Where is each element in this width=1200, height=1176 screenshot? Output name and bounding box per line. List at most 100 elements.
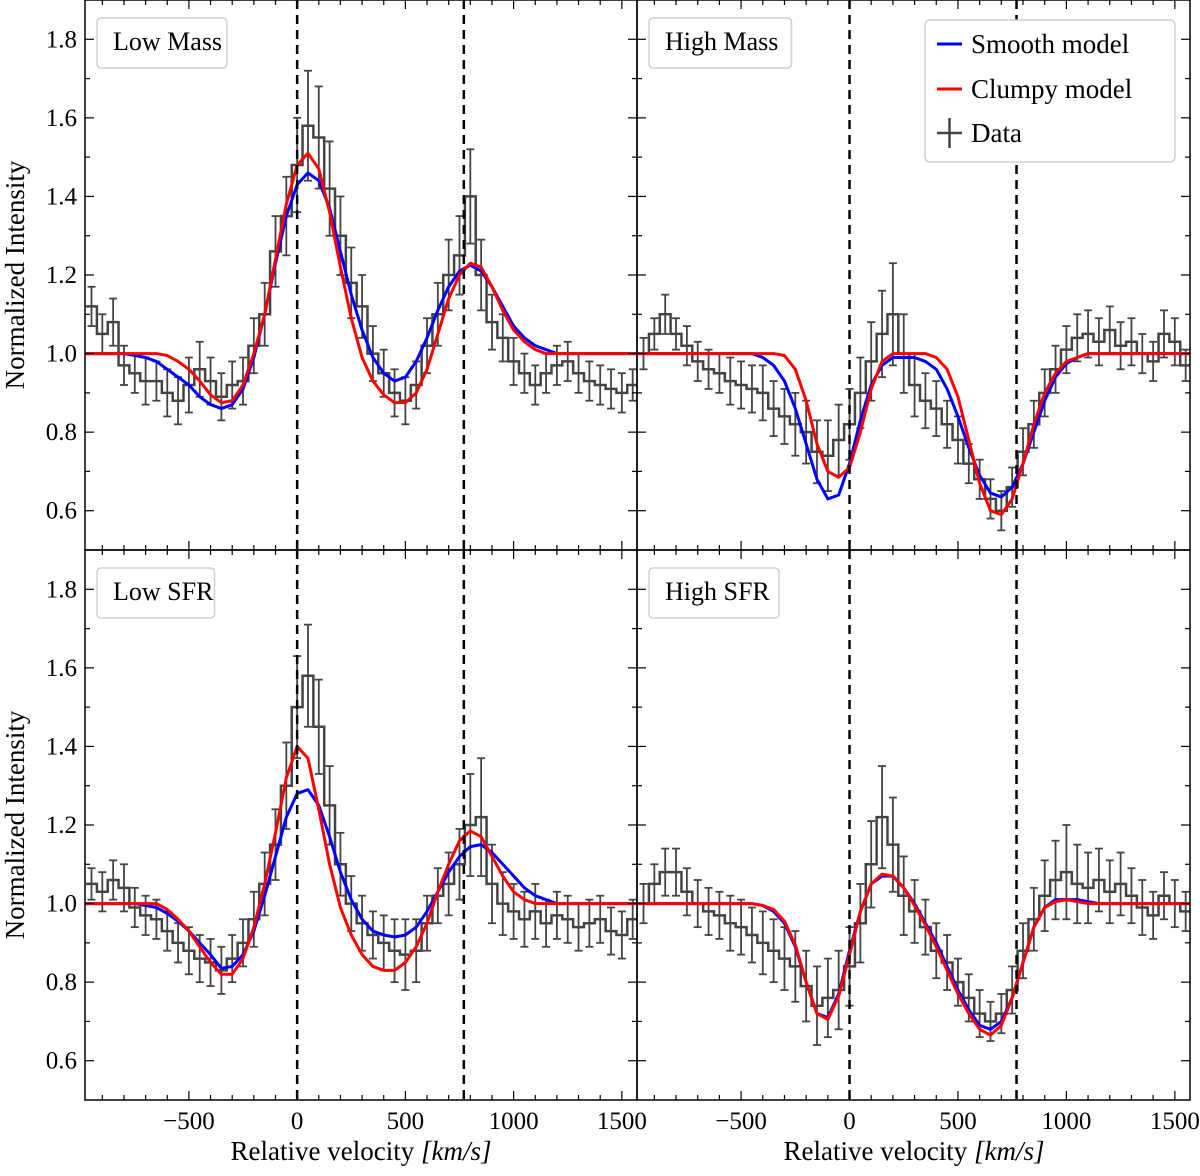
data-point [791, 391, 800, 457]
legend-clumpy-label: Clumpy model [971, 74, 1132, 104]
data-point [314, 678, 323, 775]
data-point [628, 368, 637, 402]
data-point [704, 886, 713, 936]
data-point [899, 855, 908, 936]
plot-area [85, 0, 637, 550]
clumpy-model-line [85, 744, 637, 976]
data-point [823, 957, 832, 1039]
data-point [390, 368, 399, 418]
data-point [87, 867, 96, 901]
data-point [953, 957, 962, 1007]
data-point [1138, 879, 1147, 936]
data-point [1149, 340, 1158, 382]
panel-label-box [96, 17, 228, 69]
x-tick-label: 0 [291, 1108, 304, 1135]
data-point [1159, 871, 1168, 921]
data-point [109, 859, 118, 901]
data-point [1073, 313, 1082, 363]
data-point [1084, 309, 1093, 359]
panel-label-box [96, 567, 216, 619]
data-point [932, 380, 941, 437]
data-point [661, 847, 670, 897]
data-point [769, 918, 778, 984]
data-point [932, 922, 941, 980]
panel-label: Low Mass [96, 17, 228, 69]
data-point [650, 317, 659, 351]
y-tick-label: 1.8 [46, 26, 77, 53]
x-tick-label: −500 [715, 1108, 767, 1135]
ticks [637, 550, 1190, 1100]
smooth-model-line [85, 171, 637, 411]
data-point [617, 910, 626, 960]
data-point [585, 360, 594, 402]
data-point [1181, 890, 1190, 932]
y-tick-label: 1.0 [46, 341, 77, 368]
data-point [693, 340, 702, 382]
data-point [401, 918, 410, 991]
panel-label-box [648, 17, 793, 69]
y-tick-label: 0.8 [46, 969, 77, 996]
clumpy-model-line [637, 872, 1190, 1037]
data-point [672, 317, 681, 351]
data-point [617, 372, 626, 414]
y-axis-title-top: Normalized Intensity [0, 160, 30, 389]
data-point [1040, 859, 1049, 932]
data-point [109, 297, 118, 347]
data-point [910, 879, 919, 944]
data-point [1094, 847, 1103, 913]
y-tick-label: 1.2 [46, 812, 77, 839]
y-tick-label: 0.6 [46, 498, 77, 525]
data-point [1008, 965, 1017, 1015]
y-tick-label: 1.4 [46, 733, 78, 760]
data-point [271, 215, 280, 288]
data-point [1127, 317, 1136, 367]
x-tick-label: −500 [163, 1108, 215, 1135]
y-axis-title-bottom: Normalized Intensity [0, 710, 30, 939]
panel-label-text: High Mass [665, 27, 778, 56]
y-tick-label: 1.4 [46, 183, 78, 210]
data-point [661, 293, 670, 335]
panel-frame [84, 549, 638, 1101]
legend-smooth-label: Smooth model [971, 29, 1129, 59]
data-point [1084, 851, 1093, 925]
data-point [747, 906, 756, 964]
data-point [477, 238, 486, 312]
data-point [217, 372, 226, 422]
data-point [921, 372, 930, 430]
panel-label: High SFR [648, 567, 780, 619]
panel-label: High Mass [648, 17, 793, 69]
x-axis-title-left: Relative velocity [km/s] [231, 1136, 492, 1166]
data-point [552, 890, 561, 940]
data-point [682, 325, 691, 367]
y-tick-label: 1.6 [46, 655, 77, 682]
smooth-model-line [85, 788, 637, 970]
panel-label-box [648, 567, 780, 619]
data-point [596, 364, 605, 406]
data-point [531, 883, 540, 940]
data-point [943, 934, 952, 991]
data-point [368, 910, 377, 960]
x-tick-label: 0 [843, 1108, 856, 1135]
data-point [726, 356, 735, 406]
data-point [1029, 886, 1038, 952]
data-point [1073, 843, 1082, 925]
data-point [466, 148, 475, 245]
data-point [412, 918, 421, 984]
x-tick-label: 1000 [1041, 1108, 1091, 1135]
data-point [888, 262, 897, 367]
panel-label-text: Low SFR [113, 577, 214, 606]
data-point [1051, 344, 1060, 394]
x-tick-label: 500 [387, 1108, 425, 1135]
data-point [509, 336, 518, 386]
clumpy-model-line [85, 151, 637, 405]
data-point [217, 945, 226, 995]
y-tick-label: 1.2 [46, 262, 77, 289]
data-point [1116, 321, 1125, 371]
x-axis-title: Relative velocity [km/s] [784, 1136, 1045, 1166]
data-point [1062, 824, 1071, 921]
x-tick-label: 1000 [489, 1108, 539, 1135]
legend-box [924, 19, 1176, 163]
panel-frame [636, 549, 1191, 1101]
data-point [943, 399, 952, 449]
